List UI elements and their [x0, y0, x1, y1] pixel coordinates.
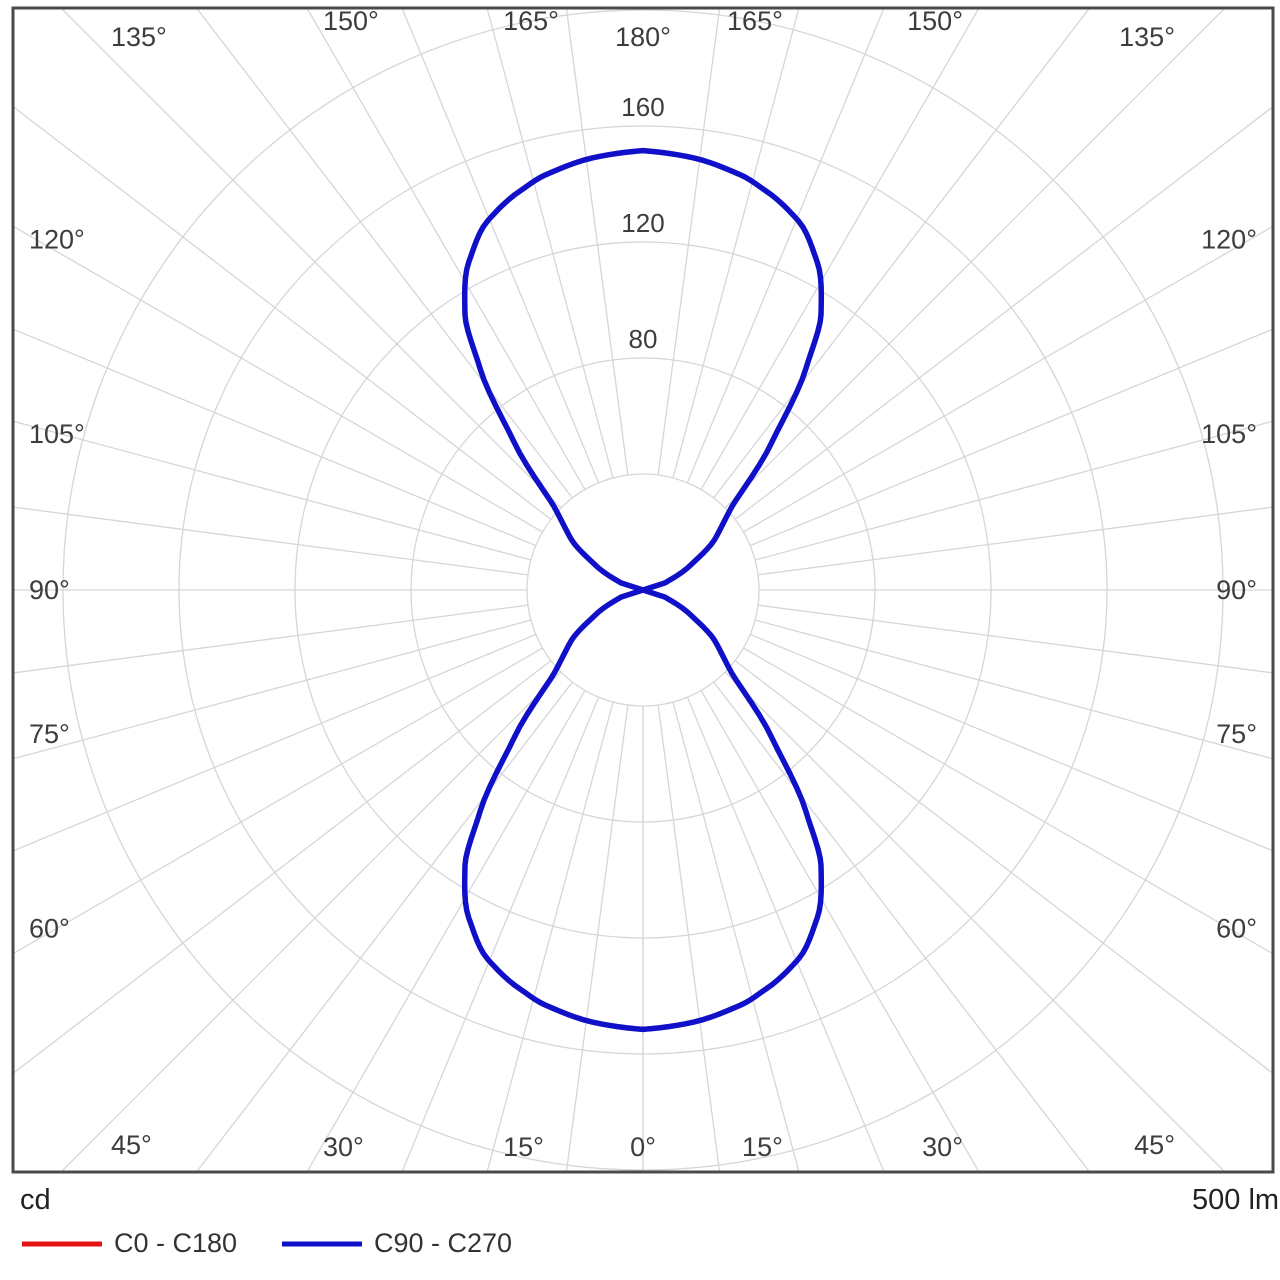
svg-text:90°: 90° [1216, 575, 1257, 605]
svg-text:135°: 135° [1119, 22, 1175, 52]
svg-text:180°: 180° [615, 22, 671, 52]
svg-text:75°: 75° [1216, 719, 1257, 749]
svg-text:150°: 150° [907, 6, 963, 36]
svg-text:80: 80 [629, 324, 658, 354]
svg-text:165°: 165° [503, 6, 559, 36]
svg-text:45°: 45° [111, 1130, 152, 1160]
svg-text:30°: 30° [323, 1132, 364, 1162]
svg-text:105°: 105° [1201, 419, 1257, 449]
svg-text:60°: 60° [29, 914, 70, 944]
svg-text:45°: 45° [1134, 1130, 1175, 1160]
svg-text:0°: 0° [630, 1132, 656, 1162]
svg-text:120°: 120° [1201, 224, 1257, 254]
svg-text:15°: 15° [503, 1132, 544, 1162]
svg-text:90°: 90° [29, 575, 70, 605]
svg-text:120°: 120° [29, 224, 85, 254]
svg-text:165°: 165° [727, 6, 783, 36]
svg-text:160: 160 [621, 92, 664, 122]
svg-text:120: 120 [621, 208, 664, 238]
svg-text:150°: 150° [323, 6, 379, 36]
svg-text:30°: 30° [922, 1132, 963, 1162]
svg-text:105°: 105° [29, 419, 85, 449]
svg-text:15°: 15° [742, 1132, 783, 1162]
svg-text:135°: 135° [111, 22, 167, 52]
svg-text:60°: 60° [1216, 914, 1257, 944]
svg-text:75°: 75° [29, 719, 70, 749]
